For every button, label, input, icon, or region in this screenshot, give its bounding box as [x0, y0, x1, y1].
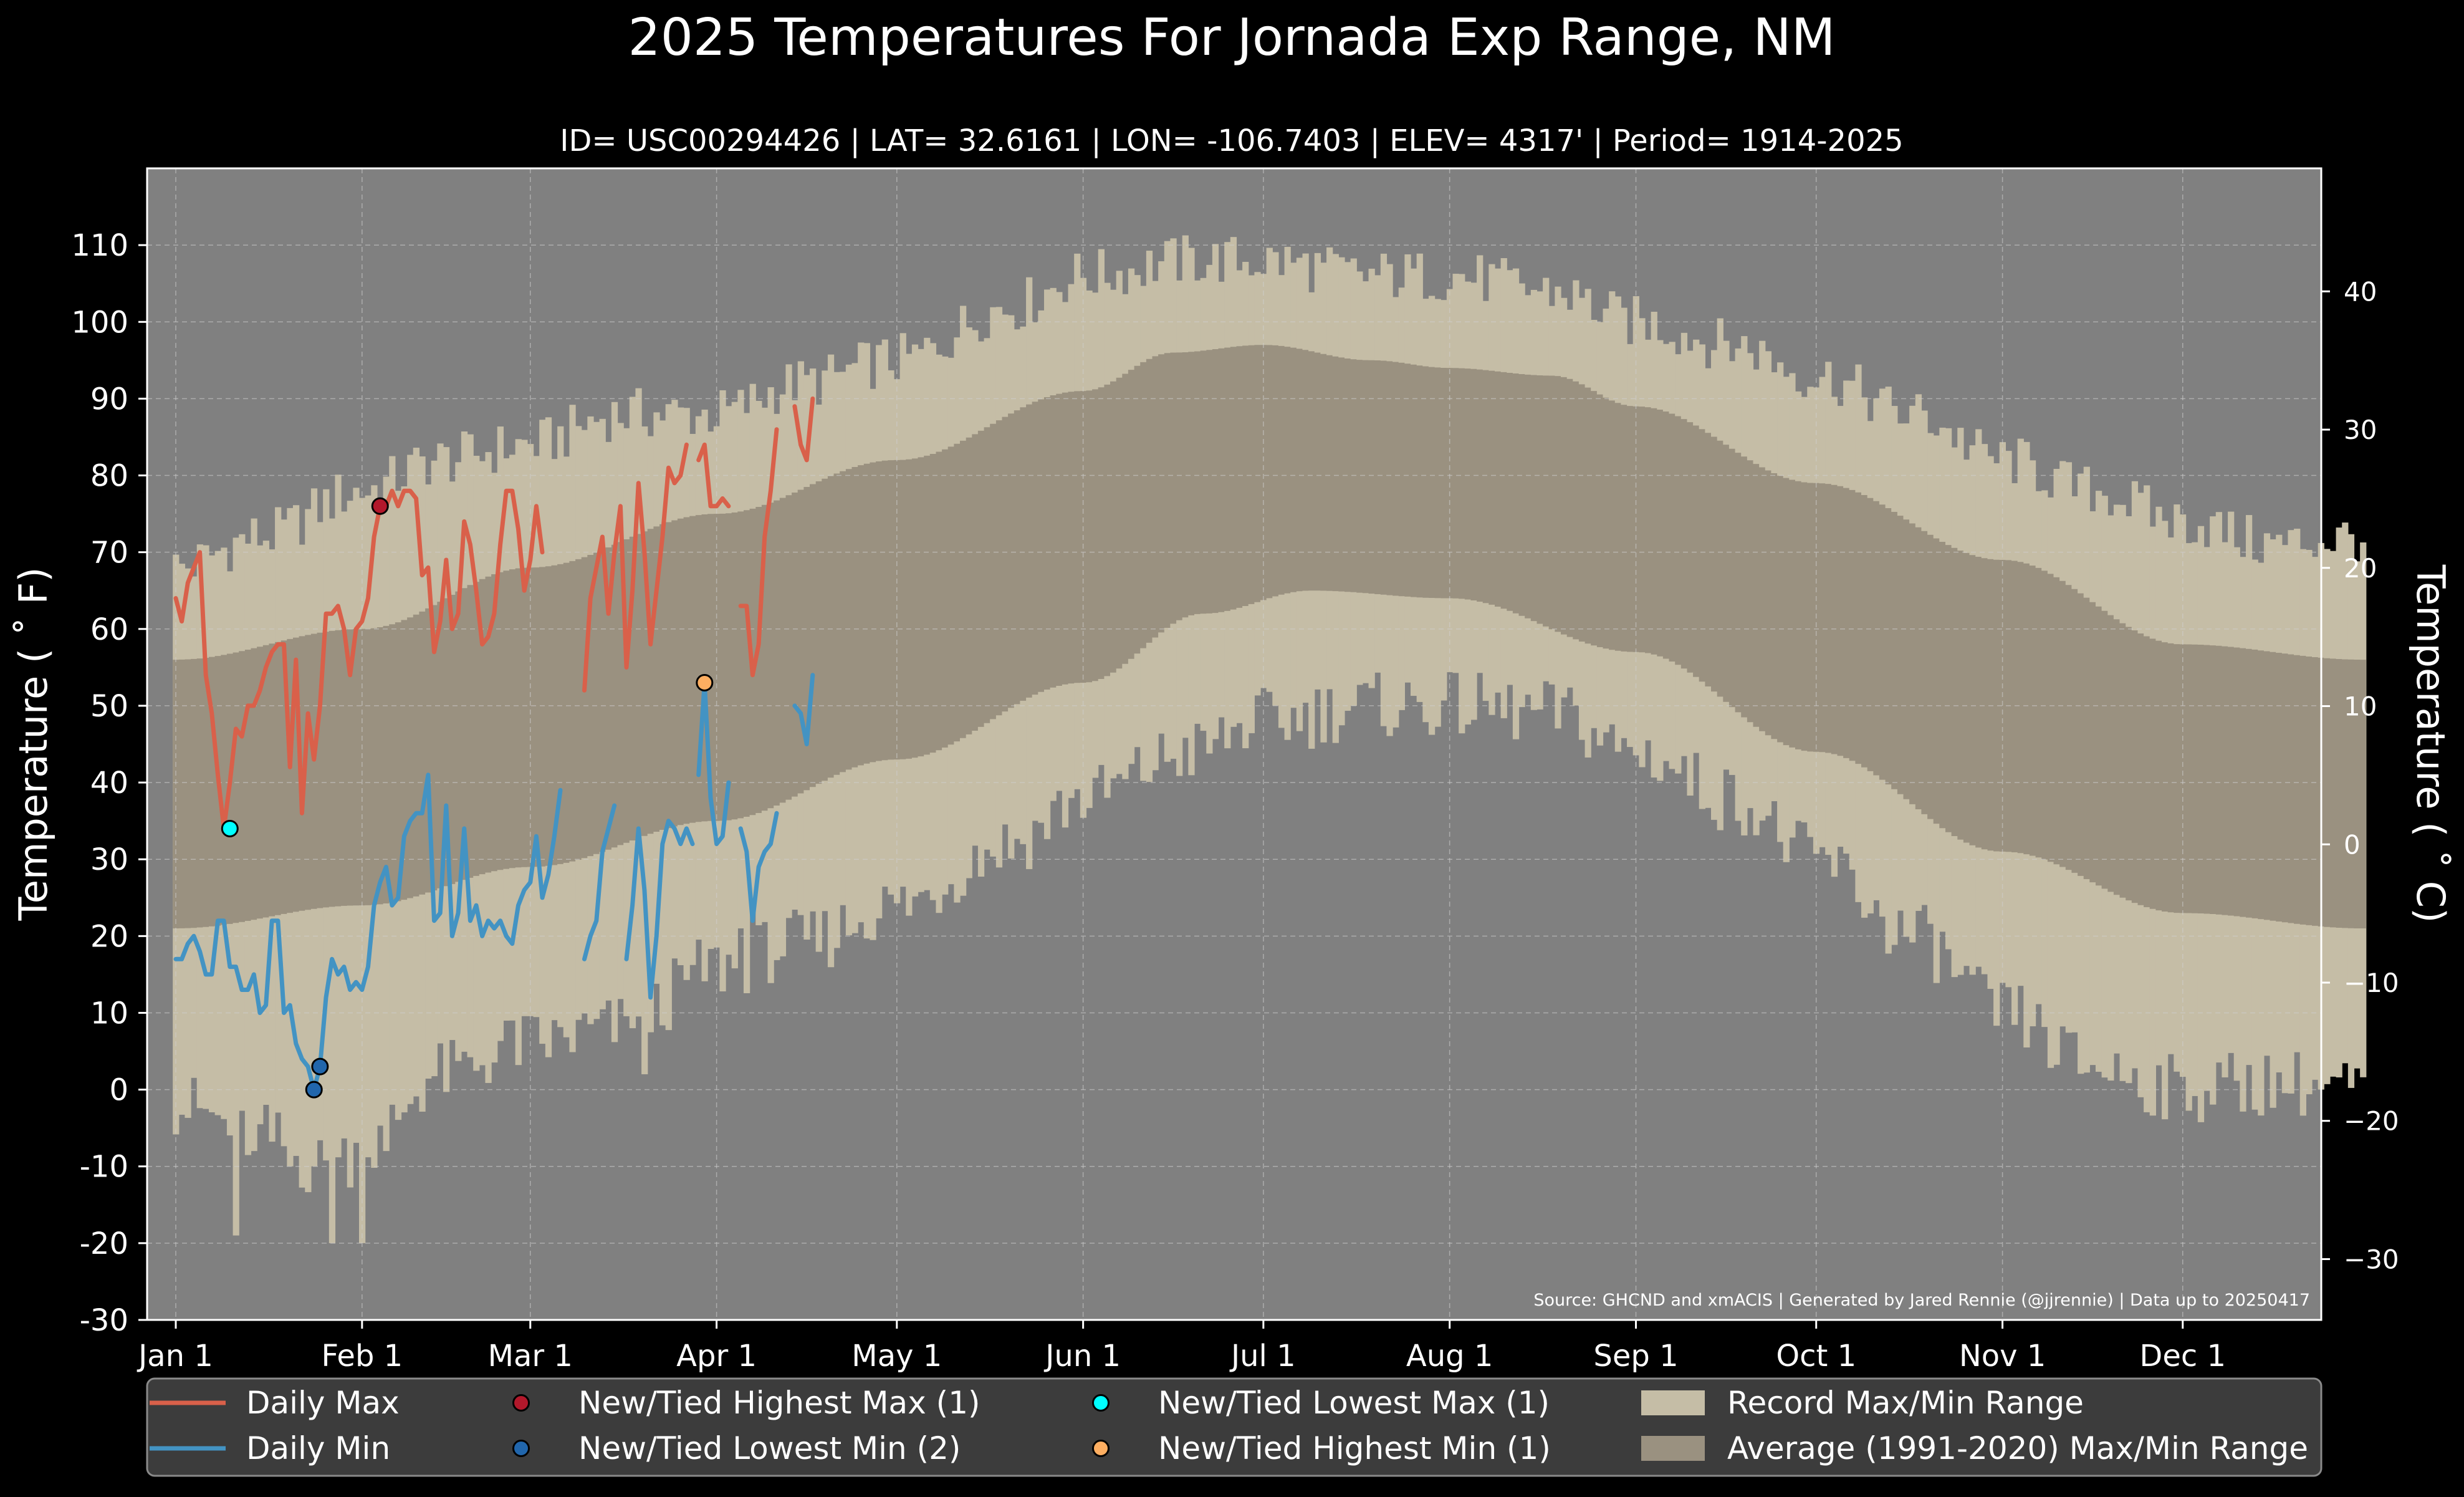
chart-subtitle: ID= USC00294426 | LAT= 32.6161 | LON= -1… [560, 123, 1903, 158]
y-tick-label: 40 [90, 766, 128, 801]
legend: Daily Max Daily Min New/Tied Highest Max (… [146, 1377, 2323, 1477]
daily-min-line [173, 773, 563, 1092]
daily-min-line [792, 673, 815, 746]
daily-min-line [624, 819, 695, 1000]
y-tick-label: 70 [90, 536, 128, 570]
x-axis: Jan 1 Feb 1 Mar 1 Apr 1 May 1 Jun 1 Jul 1 Aug 1… [137, 1320, 2226, 1374]
x-tick-label: Jul 1 [1229, 1339, 1296, 1374]
legend-swatch-dot [512, 1394, 530, 1412]
legend-label: New/Tied Highest Max (1) [578, 1385, 980, 1421]
legend-label: Average (1991-2020) Max/Min Range [1727, 1430, 2308, 1466]
y-tick-label: 0 [109, 1073, 128, 1108]
y-right-tick-label: 10 [2344, 691, 2377, 722]
daily-max-line [582, 442, 689, 693]
y-tick-label: 50 [90, 689, 128, 724]
legend-label: New/Tied Lowest Max (1) [1158, 1385, 1550, 1421]
y-tick-label: 30 [90, 842, 128, 877]
legend-box [146, 1377, 2323, 1477]
daily-max-line [173, 488, 545, 831]
daily-min-line [738, 811, 779, 923]
x-tick-label: Jan 1 [137, 1339, 213, 1374]
record-marker-lowest-min [305, 1081, 323, 1099]
legend-swatch-dot [512, 1440, 530, 1457]
record-markers [221, 497, 714, 1099]
y-right-tick-label: 20 [2344, 553, 2377, 584]
legend-swatch-dot [1092, 1440, 1110, 1457]
x-tick-label: Aug 1 [1406, 1339, 1493, 1374]
legend-swatch-patch [1641, 1390, 1705, 1415]
record-marker-lowest-max [221, 819, 239, 837]
y-tick-label: -10 [80, 1150, 128, 1185]
legend-swatch-patch [1641, 1436, 1705, 1461]
x-tick-label: Feb 1 [321, 1339, 403, 1374]
record-marker-highest-max [371, 497, 389, 515]
y-axis-label-right: Temperature ( ˚ C) [2408, 564, 2453, 923]
x-tick-label: Dec 1 [2139, 1339, 2226, 1374]
x-tick-label: Mar 1 [488, 1339, 573, 1374]
y-axis-label-left: Temperature ( ˚ F) [11, 567, 56, 922]
plot-frame [146, 167, 2323, 1321]
source-note: Source: GHCND and xmACIS | Generated by … [1533, 1291, 2310, 1310]
y-tick-label: 100 [71, 305, 128, 340]
daily-max-lines [173, 396, 815, 831]
y-axis-right: −30 −20 −10 0 10 20 30 40 [2321, 276, 2399, 1274]
x-tick-label: Jun 1 [1043, 1339, 1121, 1374]
daily-max-line [696, 442, 731, 509]
chart-title: 2025 Temperatures For Jornada Exp Range,… [628, 8, 1836, 67]
legend-label: Daily Min [246, 1430, 390, 1466]
legend-label: Record Max/Min Range [1727, 1385, 2084, 1421]
daily-min-lines [173, 673, 815, 1092]
y-right-tick-label: −10 [2344, 968, 2399, 998]
x-tick-label: Oct 1 [1776, 1339, 1856, 1374]
y-tick-label: 80 [90, 459, 128, 494]
y-right-tick-label: −20 [2344, 1106, 2399, 1137]
y-right-tick-label: 0 [2344, 829, 2361, 860]
y-right-tick-label: 40 [2344, 276, 2377, 307]
legend-label: New/Tied Highest Min (1) [1158, 1430, 1551, 1466]
x-tick-label: Nov 1 [1959, 1339, 2046, 1374]
legend-label: New/Tied Lowest Min (2) [578, 1430, 961, 1466]
daily-min-line [696, 680, 731, 847]
x-tick-label: Apr 1 [676, 1339, 757, 1374]
y-tick-label: 110 [71, 228, 128, 263]
y-axis-left: -30 -20 -10 0 10 20 30 40 50 60 70 80 90 100 110 [71, 228, 147, 1338]
daily-max-line [792, 396, 815, 463]
y-tick-label: -30 [80, 1303, 128, 1338]
daily-min-line [582, 803, 617, 961]
y-tick-label: 60 [90, 612, 128, 647]
y-right-tick-label: 30 [2344, 415, 2377, 445]
record-marker-lowest-min [311, 1057, 329, 1076]
record-marker-highest-min [696, 673, 714, 691]
legend-label: Daily Max [246, 1385, 400, 1421]
y-tick-label: 90 [90, 382, 128, 416]
y-tick-label: -20 [80, 1226, 128, 1261]
x-tick-label: May 1 [851, 1339, 942, 1374]
y-tick-label: 20 [90, 919, 128, 954]
y-tick-label: 10 [90, 996, 128, 1031]
legend-swatch-dot [1092, 1394, 1110, 1412]
normal-range-band [173, 345, 2366, 928]
x-tick-label: Sep 1 [1593, 1339, 1678, 1374]
y-right-tick-label: −30 [2344, 1244, 2399, 1274]
daily-max-line [738, 427, 779, 678]
